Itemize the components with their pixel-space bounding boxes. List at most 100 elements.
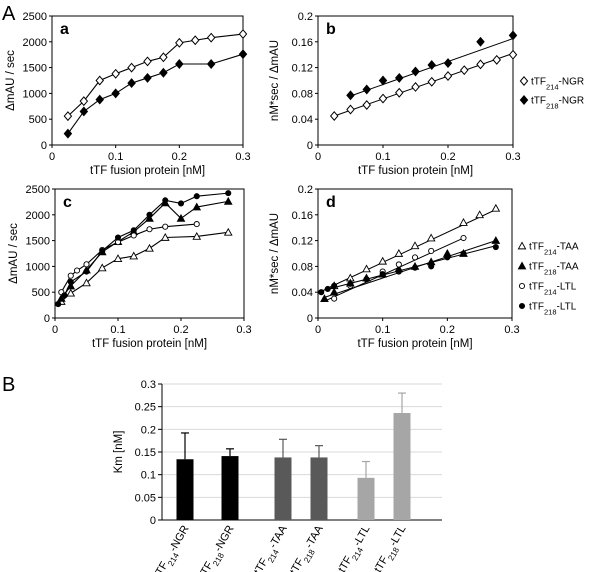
label-subscript: 218 xyxy=(544,267,557,276)
panel-letter: b xyxy=(326,21,336,38)
label-suffix: -LTL xyxy=(557,302,577,313)
y-tick-label: 2500 xyxy=(23,11,47,23)
data-point-tTF218-LTL xyxy=(331,282,338,289)
y-tick-label: 1500 xyxy=(26,236,50,248)
data-point-tTF214-TAA xyxy=(113,254,123,262)
y-tick-label: 0.04 xyxy=(292,287,313,299)
y-tick-label: 0.05 xyxy=(135,492,156,504)
km-bar-chart: 00.050.10.150.20.250.3Km [nM]tTF214-NGRt… xyxy=(113,379,442,572)
y-axis-label: Km [nM] xyxy=(113,431,125,474)
panel-a-chart: 0 500 1000 1500 2000 2500 0 0.1 0.2 0.3 tTF fusion… xyxy=(5,11,251,177)
category-label: tTF214-NGR xyxy=(152,523,195,572)
data-point-tTF214-TAA xyxy=(491,203,501,212)
data-point-tTF214-TAA xyxy=(192,231,202,240)
data-point-tTF214-NGR xyxy=(346,104,355,115)
data-point-tTF214-NGR xyxy=(95,75,105,86)
data-point-tTF218-LTL xyxy=(146,211,153,218)
legend-marker xyxy=(518,282,526,290)
y-tick-label: 0.08 xyxy=(292,88,313,100)
label-suffix: -TAA xyxy=(557,242,579,253)
data-point-tTF218-LTL xyxy=(55,301,62,308)
legend-label: tTF218-NGR xyxy=(531,96,584,111)
label-prefix: tTF xyxy=(336,554,355,572)
series-line-tTF214-TAA xyxy=(60,231,229,302)
x-axis-label: tTF fusion protein [nM] xyxy=(357,338,472,350)
y-tick-label: 0.15 xyxy=(135,447,156,459)
data-point-tTF214-LTL xyxy=(428,247,435,254)
data-point-tTF218-NGR xyxy=(143,72,152,83)
y-tick-label: 0.25 xyxy=(135,402,156,414)
label-prefix: tTF xyxy=(372,554,391,572)
data-point-tTF214-NGR xyxy=(175,37,184,48)
data-point-tTF218-NGR xyxy=(427,60,437,70)
y-tick-label: 0.1 xyxy=(141,470,156,482)
data-point-tTF218-LTL xyxy=(379,271,386,278)
category-label: tTF214-TAA xyxy=(252,523,293,572)
data-point-tTF214-NGR xyxy=(79,96,89,107)
data-point-tTF218-NGR xyxy=(159,67,168,78)
data-point-tTF218-NGR xyxy=(443,58,453,69)
data-point-tTF214-NGR xyxy=(63,111,73,122)
legend-label: tTF218-TAA xyxy=(529,262,579,277)
x-axis-label: tTF fusion protein [nM] xyxy=(358,165,473,177)
label-suffix: -TAA xyxy=(267,523,290,551)
data-point-tTF218-LTL xyxy=(114,234,122,241)
data-point-tTF218-LTL xyxy=(193,193,200,200)
data-point-tTF218-LTL xyxy=(61,292,68,299)
data-point-tTF218-NGR xyxy=(63,128,73,139)
y-tick-label: 0.12 xyxy=(292,63,313,75)
y-tick-label: 2000 xyxy=(23,37,47,49)
data-point-tTF214-NGR xyxy=(427,76,437,87)
legend-label: tTF214-TAA xyxy=(529,242,579,257)
section-label-b: B xyxy=(2,374,15,396)
y-tick-label: 0 xyxy=(41,140,47,152)
label-prefix: tTF xyxy=(529,242,544,253)
legend-marker xyxy=(517,261,527,270)
data-point-tTF218-LTL xyxy=(130,227,137,234)
data-point-tTF214-LTL xyxy=(411,254,419,261)
fit-line-tTF214-LTL xyxy=(324,237,464,302)
data-point-tTF214-NGR xyxy=(411,81,420,92)
data-point-tTF214-NGR xyxy=(443,71,453,81)
y-axis-label: ΔmAU / sec xyxy=(5,50,17,111)
x-tick-label: 0.3 xyxy=(505,151,520,163)
x-tick-label: 0.2 xyxy=(172,151,187,163)
legend-label: tTF214-NGR xyxy=(531,77,584,92)
data-point-tTF214-TAA xyxy=(475,210,485,219)
fit-line-tTF214-TAA xyxy=(324,209,497,291)
data-point-tTF214-LTL xyxy=(146,226,153,233)
km-bar xyxy=(310,457,328,520)
data-point-tTF218-LTL xyxy=(318,289,325,296)
data-point-tTF218-NGR xyxy=(95,94,105,105)
x-tick-label: 0.1 xyxy=(375,151,390,163)
data-point-tTF218-LTL xyxy=(162,197,169,204)
data-point-tTF218-TAA xyxy=(192,202,202,211)
data-point-tTF218-NGR xyxy=(346,90,355,101)
data-point-tTF218-NGR xyxy=(79,106,89,117)
y-tick-label: 0.12 xyxy=(292,236,313,248)
label-subscript: 214 xyxy=(350,545,365,562)
data-point-tTF218-NGR xyxy=(378,75,388,86)
data-point-tTF214-TAA xyxy=(223,227,233,236)
label-subscript: 218 xyxy=(544,307,557,316)
y-tick-label: 0.2 xyxy=(298,184,313,196)
label-subscript: 214 xyxy=(544,287,557,296)
data-point-tTF214-TAA xyxy=(362,264,371,273)
panel-letter: a xyxy=(60,21,69,38)
y-tick-label: 0 xyxy=(150,515,156,527)
y-tick-label: 0.2 xyxy=(141,424,156,436)
data-point-tTF218-LTL xyxy=(177,200,185,207)
label-prefix: tTF xyxy=(529,302,544,313)
data-point-tTF214-LTL xyxy=(193,221,200,228)
data-point-tTF218-NGR xyxy=(111,88,120,99)
data-point-tTF214-TAA xyxy=(426,233,436,242)
data-point-tTF218-NGR xyxy=(362,84,372,95)
series-line-tTF214-LTL xyxy=(60,223,197,293)
km-bar xyxy=(357,477,375,520)
data-point-tTF214-TAA xyxy=(97,263,107,272)
legend-marker xyxy=(519,76,529,86)
data-point-tTF218-TAA xyxy=(329,287,339,296)
label-subscript: 214 xyxy=(166,551,181,568)
data-point-tTF214-LTL xyxy=(83,261,90,268)
